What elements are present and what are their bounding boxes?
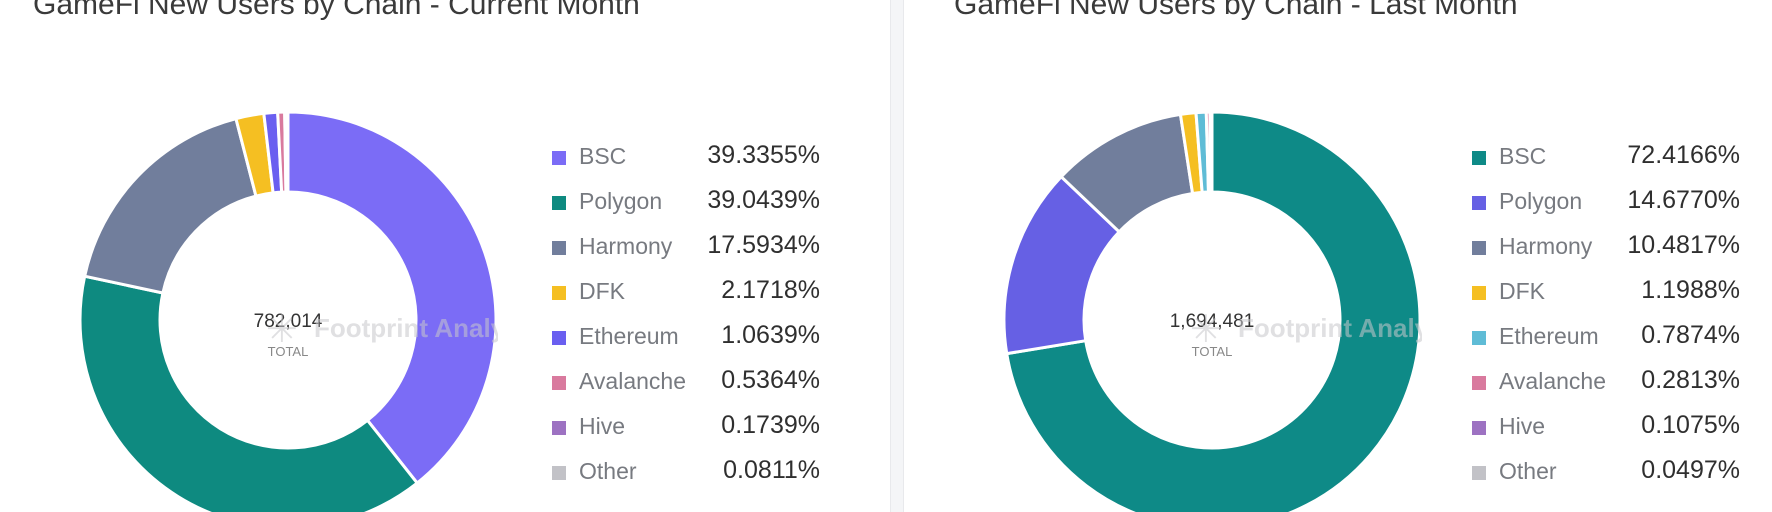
legend-label: Polygon <box>579 188 663 214</box>
legend-label: Hive <box>579 413 626 439</box>
legend-label: DFK <box>1499 278 1545 304</box>
legend-swatch <box>552 151 566 165</box>
legend-value: 0.0497% <box>1641 456 1740 484</box>
legend-swatch <box>1472 151 1486 165</box>
legend-swatch <box>1472 286 1486 300</box>
legend-item-bsc[interactable]: BSC 39.3355% <box>550 136 820 181</box>
legend-value: 0.2813% <box>1641 366 1740 394</box>
legend-label: Ethereum <box>579 323 679 349</box>
legend-value: 1.1988% <box>1641 276 1740 304</box>
chart-title: GameFi New Users by Chain - Last Month <box>954 0 1518 21</box>
panel-divider <box>890 0 904 512</box>
slice-harmony[interactable] <box>82 116 258 295</box>
center-total-value: 782,014 <box>254 311 323 332</box>
slice-other[interactable] <box>1209 110 1214 194</box>
legend-swatch <box>552 376 566 390</box>
legend-item-ethereum[interactable]: Ethereum 0.7874% <box>1470 316 1740 361</box>
legend-label: Harmony <box>579 233 673 259</box>
legend-item-avalanche[interactable]: Avalanche 0.5364% <box>550 361 820 406</box>
center-total-label: TOTAL <box>268 344 309 359</box>
legend-item-ethereum[interactable]: Ethereum 1.0639% <box>550 316 820 361</box>
donut-chart-current-month: 782,014 TOTAL✳ Footprint Analytics <box>78 110 498 512</box>
legend-label: Hive <box>1499 413 1546 439</box>
slice-polygon[interactable] <box>78 274 420 512</box>
slice-other[interactable] <box>285 110 290 194</box>
legend-value: 72.4166% <box>1627 141 1740 169</box>
chart-title: GameFi New Users by Chain - Current Mont… <box>33 0 640 21</box>
legend-item-avalanche[interactable]: Avalanche 0.2813% <box>1470 361 1740 406</box>
legend-value: 2.1718% <box>721 276 820 304</box>
slice-bsc[interactable] <box>1005 110 1422 512</box>
center-total-value: 1,694,481 <box>1170 311 1255 332</box>
legend-swatch <box>552 331 566 345</box>
legend-label: Polygon <box>1499 188 1583 214</box>
watermark-text: Footprint Analytics <box>314 313 498 343</box>
legend-value: 0.1075% <box>1641 411 1740 439</box>
legend-label: Avalanche <box>1499 368 1606 394</box>
legend-item-hive[interactable]: Hive 0.1739% <box>550 406 820 451</box>
chart-panel-last-month: GameFi New Users by Chain - Last Month 1… <box>904 0 1772 512</box>
legend-swatch <box>552 286 566 300</box>
legend-item-polygon[interactable]: Polygon 39.0439% <box>550 181 820 226</box>
legend-label: BSC <box>579 143 627 169</box>
legend-item-harmony[interactable]: Harmony 10.4817% <box>1470 226 1740 271</box>
legend-value: 17.5934% <box>707 231 820 259</box>
legend-label: Other <box>579 458 637 484</box>
legend-item-hive[interactable]: Hive 0.1075% <box>1470 406 1740 451</box>
legend-swatch <box>552 241 566 255</box>
watermark-logo: ✳ Footprint Analytics <box>266 307 498 351</box>
chart-panel-current-month: GameFi New Users by Chain - Current Mont… <box>33 0 820 512</box>
legend-item-other[interactable]: Other 0.0811% <box>550 451 820 496</box>
legend-swatch <box>1472 241 1486 255</box>
watermark-icon: ✳ <box>266 307 298 351</box>
watermark-icon: ✳ <box>1190 307 1222 351</box>
legend-last-month: BSC 72.4166% Polygon 14.6770% Harmony 10.4817… <box>1470 136 1740 496</box>
legend-value: 1.0639% <box>721 321 820 349</box>
watermark-text: Footprint Analytics <box>1238 313 1422 343</box>
donut-chart-last-month: 1,694,481 TOTAL✳ Footprint Analytics <box>1002 110 1422 512</box>
legend-value: 10.4817% <box>1627 231 1740 259</box>
legend-label: Avalanche <box>579 368 686 394</box>
slice-bsc[interactable] <box>286 110 498 486</box>
legend-swatch <box>1472 331 1486 345</box>
legend-item-harmony[interactable]: Harmony 17.5934% <box>550 226 820 271</box>
legend-label: Other <box>1499 458 1557 484</box>
legend-label: DFK <box>579 278 625 304</box>
legend-value: 39.3355% <box>707 141 820 169</box>
legend-item-bsc[interactable]: BSC 72.4166% <box>1470 136 1740 181</box>
legend-value: 0.0811% <box>723 456 820 484</box>
legend-item-dfk[interactable]: DFK 1.1988% <box>1470 271 1740 316</box>
legend-label: Harmony <box>1499 233 1593 259</box>
watermark-logo: ✳ Footprint Analytics <box>1190 307 1422 351</box>
legend-swatch <box>1472 196 1486 210</box>
legend-swatch <box>552 196 566 210</box>
legend-item-polygon[interactable]: Polygon 14.6770% <box>1470 181 1740 226</box>
legend-item-other[interactable]: Other 0.0497% <box>1470 451 1740 496</box>
legend-value: 0.7874% <box>1641 321 1740 349</box>
legend-value: 0.5364% <box>721 366 820 394</box>
legend-current-month: BSC 39.3355% Polygon 39.0439% Harmony 17.5934… <box>550 136 820 496</box>
legend-swatch <box>552 421 566 435</box>
legend-value: 39.0439% <box>707 186 820 214</box>
legend-value: 0.1739% <box>721 411 820 439</box>
legend-item-dfk[interactable]: DFK 2.1718% <box>550 271 820 316</box>
legend-value: 14.6770% <box>1627 186 1740 214</box>
legend-swatch <box>552 466 566 480</box>
legend-label: BSC <box>1499 143 1547 169</box>
legend-swatch <box>1472 421 1486 435</box>
legend-swatch <box>1472 466 1486 480</box>
legend-swatch <box>1472 376 1486 390</box>
center-total-label: TOTAL <box>1192 344 1233 359</box>
legend-label: Ethereum <box>1499 323 1599 349</box>
